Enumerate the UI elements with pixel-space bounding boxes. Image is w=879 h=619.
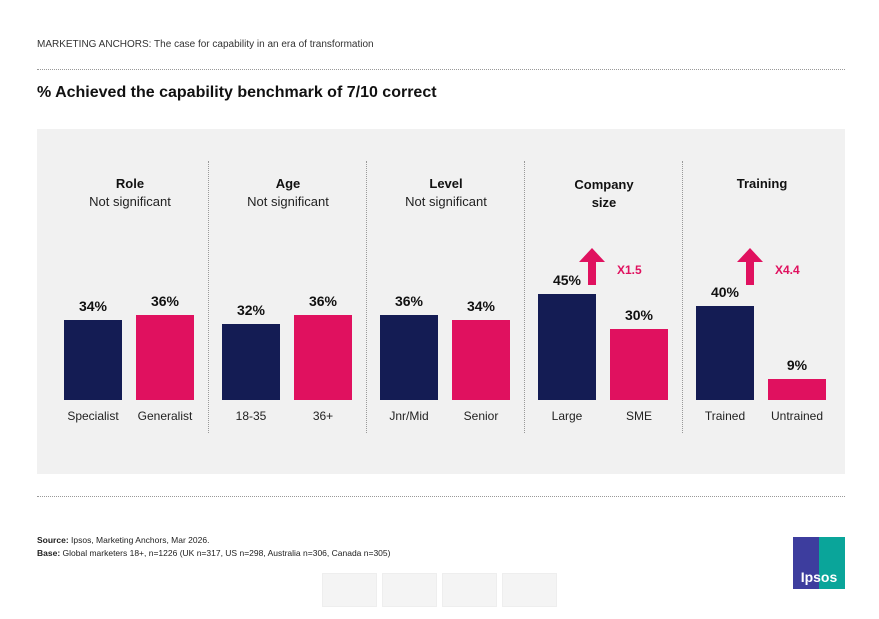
bar-senior xyxy=(452,319,510,400)
data-label: 36% xyxy=(308,293,338,310)
data-label: 34% xyxy=(466,297,496,314)
divider xyxy=(37,496,845,497)
slide-thumbnail[interactable] xyxy=(442,573,497,607)
data-label: 40% xyxy=(710,283,740,300)
group-separator xyxy=(682,161,683,433)
data-label: 36% xyxy=(150,293,180,310)
data-label: 34% xyxy=(78,297,108,314)
group-title: Training xyxy=(736,176,788,191)
slide-thumbnail[interactable] xyxy=(382,573,437,607)
group-title: Age xyxy=(275,176,301,191)
chart-panel xyxy=(37,129,845,474)
category-label: Large xyxy=(551,409,583,423)
ipsos-logo: Ipsos xyxy=(793,537,845,589)
data-label: 30% xyxy=(624,307,654,324)
slide-thumbnail[interactable] xyxy=(502,573,557,607)
group-title: Level xyxy=(429,176,463,191)
base-label: Base: xyxy=(37,548,61,558)
category-label: 18-35 xyxy=(235,409,267,423)
report-header: MARKETING ANCHORS: The case for capabili… xyxy=(37,39,374,50)
source-label: Source: xyxy=(37,535,69,545)
data-label: 9% xyxy=(786,356,808,373)
chart-title: % Achieved the capability benchmark of 7… xyxy=(37,84,437,101)
group-subtitle: Not significant xyxy=(247,194,329,209)
bar-large xyxy=(538,293,596,400)
bar-specialist xyxy=(64,319,122,400)
bar-untrained xyxy=(768,378,826,400)
group-separator xyxy=(208,161,209,433)
source-text: Ipsos, Marketing Anchors, Mar 2026. xyxy=(68,535,210,545)
up-arrow-icon xyxy=(746,261,754,285)
bar-36- xyxy=(294,315,352,400)
up-arrow-icon xyxy=(737,248,763,262)
divider xyxy=(37,69,845,70)
group-subtitle: Not significant xyxy=(89,194,171,209)
bar-18-35 xyxy=(222,324,280,400)
category-label: Trained xyxy=(704,409,746,423)
category-label: Senior xyxy=(463,409,499,423)
group-subtitle: Not significant xyxy=(405,194,487,209)
up-arrow-icon xyxy=(579,248,605,262)
data-label: 45% xyxy=(552,271,582,288)
bar-sme xyxy=(610,329,668,400)
category-label: Untrained xyxy=(770,409,824,423)
base-text: Global marketers 18+, n=1226 (UK n=317, … xyxy=(60,548,391,558)
multiplier-label: X1.5 xyxy=(617,263,642,277)
category-label: Generalist xyxy=(137,409,193,423)
up-arrow-icon xyxy=(588,261,596,285)
multiplier-label: X4.4 xyxy=(775,263,800,277)
data-label: 32% xyxy=(236,302,266,319)
source-notes: Source: Ipsos, Marketing Anchors, Mar 20… xyxy=(37,534,390,560)
bar-trained xyxy=(696,305,754,400)
bar-jnr-mid xyxy=(380,315,438,400)
group-separator xyxy=(366,161,367,433)
data-label: 36% xyxy=(394,293,424,310)
group-title: Company size xyxy=(574,177,634,210)
category-label: Jnr/Mid xyxy=(389,409,429,423)
category-label: SME xyxy=(625,409,652,423)
slide-thumbnail[interactable] xyxy=(322,573,377,607)
category-label: 36+ xyxy=(312,409,334,423)
category-label: Specialist xyxy=(67,409,119,423)
group-separator xyxy=(524,161,525,433)
bar-generalist xyxy=(136,315,194,400)
group-title: Role xyxy=(115,176,145,191)
